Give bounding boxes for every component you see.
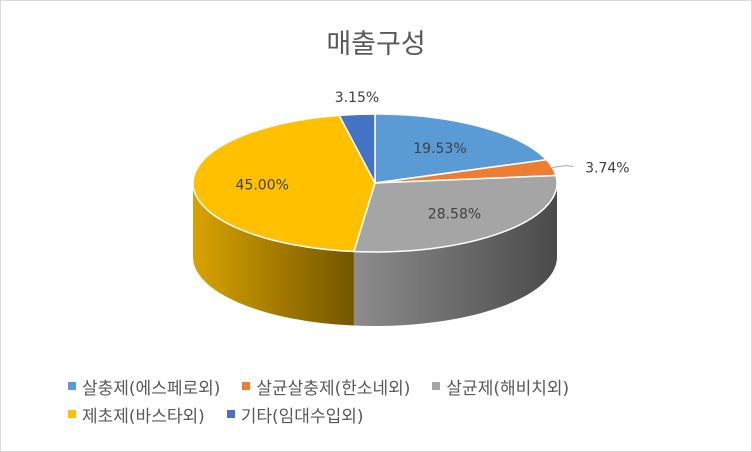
legend-label: 제초제(바스타외) — [82, 406, 205, 427]
legend-swatch — [432, 382, 441, 390]
pie-slice-3 — [353, 174, 558, 253]
data-label-3: 28.58% — [428, 206, 481, 222]
pie-slice-4 — [192, 114, 376, 253]
legend-label: 기타(임대수입외) — [240, 406, 364, 427]
pie-slice-side — [193, 183, 354, 326]
chart-title: 매출구성 — [326, 29, 426, 60]
data-label-1: 19.53% — [413, 141, 466, 157]
legend-label: 살균살충제(한소네외) — [256, 378, 411, 399]
legend-swatch — [68, 410, 76, 418]
legend-swatch — [68, 382, 76, 390]
data-label-4: 45.00% — [236, 178, 289, 194]
data-label-5: 3.15% — [335, 90, 379, 106]
legend-item: 살균제(해비치외) — [432, 374, 569, 399]
legend: 살충제(에스페로외) 살균살충제(한소네외) 살균제(해비치외) 제초제(바스타외)… — [68, 372, 708, 428]
data-label-2: 3.74% — [585, 161, 629, 177]
pie-slice-5 — [338, 113, 376, 184]
legend-label: 살충제(에스페로외) — [82, 378, 221, 399]
legend-item: 살균살충제(한소네외) — [242, 374, 410, 399]
legend-label: 살균제(해비치외) — [446, 378, 570, 399]
legend-swatch — [226, 410, 235, 418]
legend-item: 제초제(바스타외) — [68, 402, 205, 427]
legend-item: 기타(임대수입외) — [226, 402, 364, 427]
pie-slice-1 — [374, 113, 548, 184]
legend-item: 살충제(에스페로외) — [68, 374, 220, 399]
pie-slice-side — [353, 183, 557, 326]
legend-swatch — [242, 382, 251, 390]
leader-line — [552, 165, 574, 169]
